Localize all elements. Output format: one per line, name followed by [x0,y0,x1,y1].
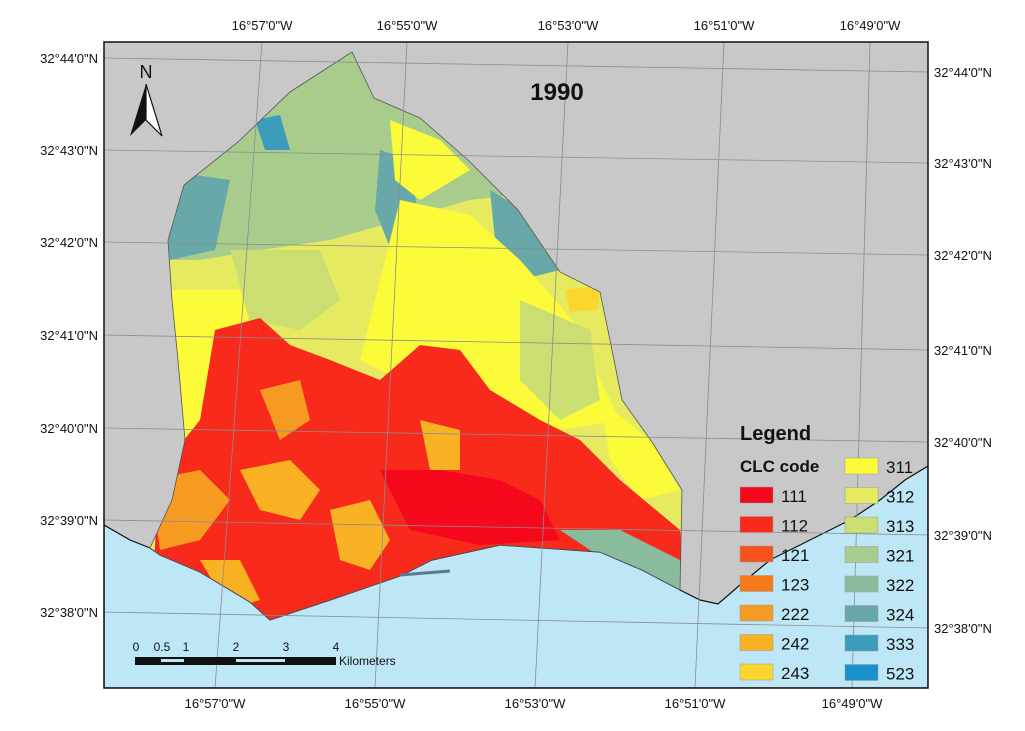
legend-subtitle: CLC code [740,457,819,476]
tick-label: 32°43'0"N [934,156,992,171]
top-ticks: 16°57'0"W 16°55'0"W 16°53'0"W 16°51'0"W … [232,18,901,33]
legend-item-242: 242 [739,634,809,654]
legend-label: 222 [781,605,809,624]
bottom-ticks: 16°57'0"W 16°55'0"W 16°53'0"W 16°51'0"W … [185,696,883,711]
legend-item-322: 322 [844,575,914,595]
legend-swatch [739,604,774,622]
left-ticks: 32°44'0"N 32°43'0"N 32°42'0"N 32°41'0"N … [40,51,98,620]
legend-label: 312 [886,488,914,507]
legend-item-324: 324 [844,605,914,625]
scale-label: 2 [233,640,240,654]
legend-swatch [739,663,774,681]
right-ticks: 32°44'0"N 32°43'0"N 32°42'0"N 32°41'0"N … [934,65,992,636]
tick-label: 16°53'0"W [538,18,599,33]
north-label: N [140,62,153,82]
legend-item-313: 313 [844,516,914,536]
legend-item-222: 222 [739,604,809,624]
tick-label: 32°44'0"N [40,51,98,66]
legend-swatch [844,605,879,622]
tick-label: 32°41'0"N [934,343,992,358]
scale-label: 0.5 [154,640,171,654]
tick-label: 32°39'0"N [40,513,98,528]
legend-swatch [739,575,774,592]
legend-item-312: 312 [844,487,914,507]
legend-label: 123 [781,576,809,595]
tick-label: 32°41'0"N [40,328,98,343]
legend-item-311: 311 [844,457,913,477]
tick-label: 32°43'0"N [40,143,98,158]
scale-label: 1 [183,640,190,654]
tick-label: 32°40'0"N [40,421,98,436]
tick-label: 32°38'0"N [934,621,992,636]
tick-label: 32°42'0"N [40,235,98,250]
legend-label: 322 [886,576,914,595]
legend-title: Legend [740,423,811,445]
map-frame [103,41,929,689]
legend-item-243: 243 [739,663,809,683]
tick-label: 32°42'0"N [934,248,992,263]
legend-swatch [844,516,879,534]
legend-label: 324 [886,606,914,625]
legend-swatch [739,486,774,504]
legend-label: 111 [781,487,807,506]
tick-label: 32°39'0"N [934,528,992,543]
tick-label: 32°38'0"N [40,605,98,620]
legend-swatch [739,634,774,651]
harbour-pier [399,569,451,577]
legend-label: 313 [886,517,914,536]
legend-item-333: 333 [844,634,914,654]
legend-swatch [844,487,879,504]
legend-swatch [739,516,774,533]
tick-label: 16°49'0"W [822,696,883,711]
tick-label: 16°57'0"W [232,18,293,33]
legend-label: 112 [781,517,808,536]
legend-swatch [739,545,774,563]
tick-label: 16°57'0"W [185,696,246,711]
legend-swatch [844,634,879,652]
legend-item-111: 111 [739,486,807,506]
land-cover-zones [150,52,682,620]
legend-item-121: 121 [739,545,809,565]
tick-label: 32°40'0"N [934,435,992,450]
legend-swatch [844,457,879,475]
legend: Legend CLC code 111 112 121 123 222 242 243 311… [739,423,914,684]
legend-label: 121 [781,546,809,565]
legend-item-523: 523 [844,664,914,684]
tick-label: 16°49'0"W [840,18,901,33]
legend-label: 243 [781,664,809,683]
legend-swatch [844,546,879,563]
tick-label: 16°51'0"W [694,18,755,33]
tick-label: 32°44'0"N [934,65,992,80]
legend-swatch [844,575,879,593]
legend-label: 311 [886,458,913,477]
tick-label: 16°55'0"W [345,696,406,711]
tick-label: 16°51'0"W [665,696,726,711]
map-year-title: 1990 [530,79,583,106]
north-arrow-icon: N [130,62,163,137]
legend-item-112: 112 [739,516,808,536]
scale-unit: Kilometers [339,654,396,668]
legend-item-123: 123 [739,575,809,595]
scale-label: 4 [333,640,340,654]
legend-label: 523 [886,665,914,684]
scale-label: 0 [133,640,140,654]
tick-label: 16°53'0"W [505,696,566,711]
legend-label: 242 [781,635,809,654]
scale-label: 3 [283,640,290,654]
legend-swatch [844,664,879,681]
legend-label: 333 [886,635,914,654]
scale-bar: 0 0.5 1 2 3 4 Kilometers [133,640,396,668]
map-area[interactable] [104,40,928,688]
legend-label: 321 [886,547,914,566]
tick-label: 16°55'0"W [377,18,438,33]
legend-item-321: 321 [844,546,914,566]
